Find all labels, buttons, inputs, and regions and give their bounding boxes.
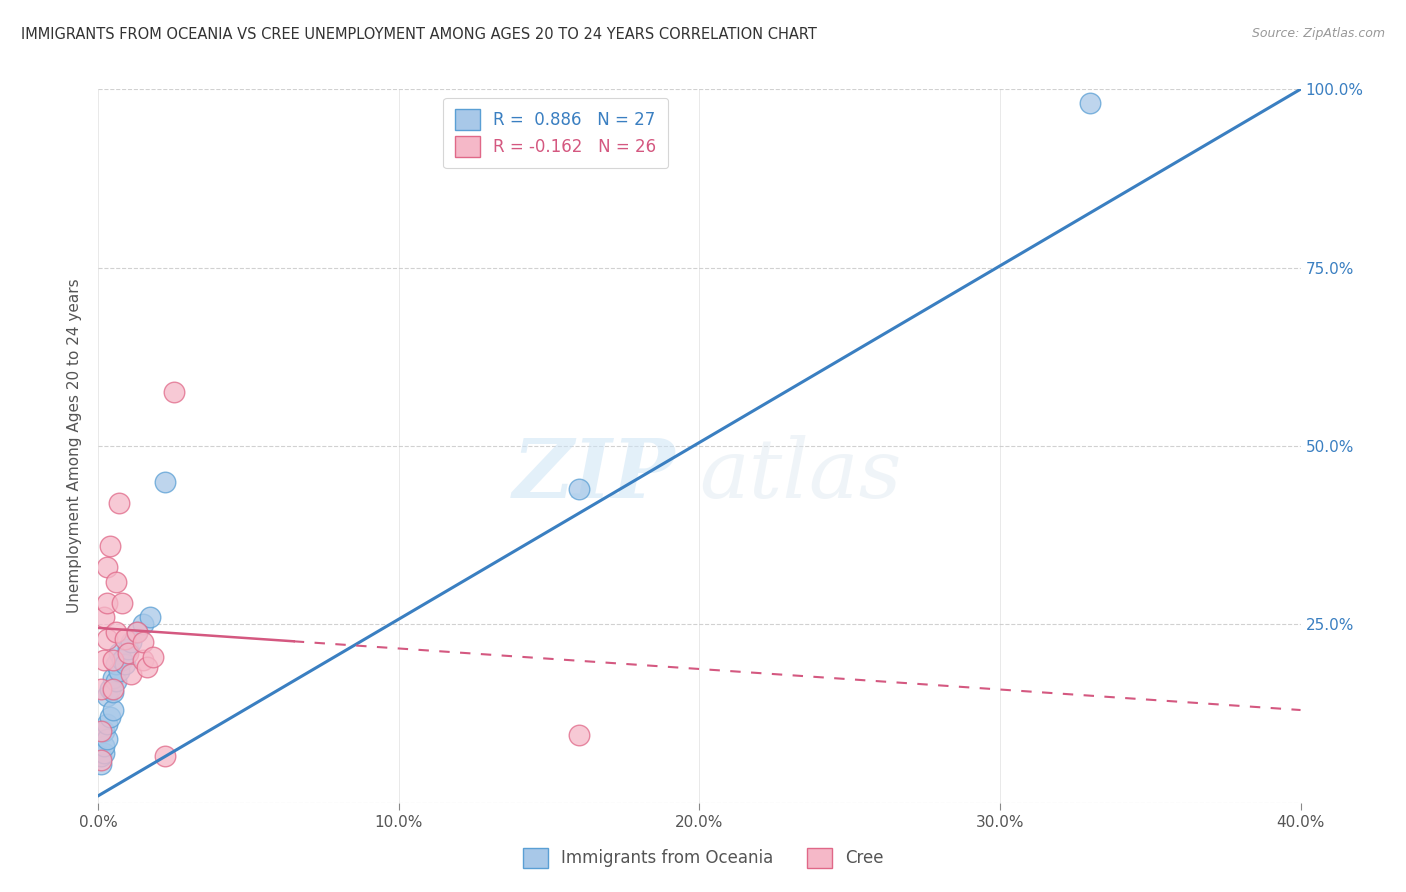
- Point: [117, 642, 139, 657]
- Point: [132, 635, 155, 649]
- Point: [132, 653, 155, 667]
- Point: [121, 667, 143, 681]
- Legend: Immigrants from Oceania, Cree: Immigrants from Oceania, Cree: [516, 841, 890, 875]
- Point: [96, 596, 118, 610]
- Point: [138, 610, 160, 624]
- Point: [141, 649, 163, 664]
- Point: [96, 717, 118, 731]
- Point: [93, 653, 115, 667]
- Text: atlas: atlas: [700, 434, 901, 515]
- Point: [100, 681, 122, 696]
- Point: [90, 756, 112, 771]
- Point: [132, 617, 155, 632]
- Point: [111, 596, 134, 610]
- Point: [90, 753, 112, 767]
- Point: [1078, 96, 1101, 111]
- Point: [103, 653, 125, 667]
- Point: [103, 685, 125, 699]
- Point: [568, 482, 591, 496]
- Point: [96, 632, 118, 646]
- Text: Source: ZipAtlas.com: Source: ZipAtlas.com: [1251, 27, 1385, 40]
- Point: [90, 749, 112, 764]
- Point: [105, 574, 128, 589]
- Point: [96, 689, 118, 703]
- Point: [111, 653, 134, 667]
- Point: [93, 739, 115, 753]
- Y-axis label: Unemployment Among Ages 20 to 24 years: Unemployment Among Ages 20 to 24 years: [67, 278, 83, 614]
- Point: [108, 664, 131, 678]
- Point: [153, 475, 176, 489]
- Point: [114, 632, 136, 646]
- Point: [96, 731, 118, 746]
- Point: [127, 624, 149, 639]
- Point: [103, 703, 125, 717]
- Point: [114, 657, 136, 671]
- Point: [105, 657, 128, 671]
- Point: [162, 385, 184, 400]
- Point: [105, 674, 128, 689]
- Point: [90, 724, 112, 739]
- Point: [105, 624, 128, 639]
- Point: [100, 710, 122, 724]
- Point: [93, 610, 115, 624]
- Point: [103, 681, 125, 696]
- Point: [103, 671, 125, 685]
- Legend: R =  0.886   N = 27, R = -0.162   N = 26: R = 0.886 N = 27, R = -0.162 N = 26: [443, 97, 668, 169]
- Text: IMMIGRANTS FROM OCEANIA VS CREE UNEMPLOYMENT AMONG AGES 20 TO 24 YEARS CORRELATI: IMMIGRANTS FROM OCEANIA VS CREE UNEMPLOY…: [21, 27, 817, 42]
- Point: [96, 560, 118, 574]
- Point: [121, 635, 143, 649]
- Point: [153, 749, 176, 764]
- Point: [568, 728, 591, 742]
- Point: [93, 746, 115, 760]
- Point: [135, 660, 157, 674]
- Point: [117, 646, 139, 660]
- Point: [90, 681, 112, 696]
- Point: [108, 496, 131, 510]
- Point: [93, 724, 115, 739]
- Point: [100, 539, 122, 553]
- Point: [108, 646, 131, 660]
- Text: ZIP: ZIP: [513, 434, 675, 515]
- Point: [127, 624, 149, 639]
